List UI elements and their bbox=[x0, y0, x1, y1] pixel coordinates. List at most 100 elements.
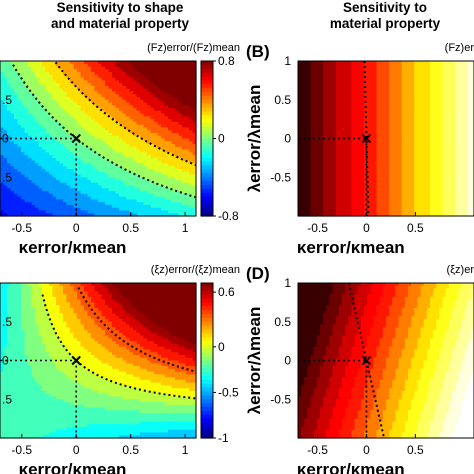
heatmap-cell bbox=[77, 204, 82, 209]
heatmap-cell bbox=[101, 63, 106, 68]
heatmap-cell bbox=[42, 105, 47, 109]
heatmap-cell bbox=[129, 155, 134, 159]
heatmap-cell bbox=[21, 124, 26, 129]
heatmap-cell bbox=[175, 132, 180, 137]
heatmap-cell bbox=[0, 135, 5, 140]
heatmap-cell bbox=[42, 141, 47, 145]
heatmap-cell bbox=[38, 130, 43, 134]
heatmap-cell bbox=[154, 155, 159, 159]
heatmap-cell bbox=[164, 166, 169, 170]
heatmap-cell bbox=[122, 119, 127, 123]
heatmap-cell bbox=[7, 77, 12, 81]
heatmap-cell bbox=[332, 160, 337, 165]
heatmap-cell bbox=[28, 202, 33, 206]
heatmap-cell bbox=[31, 102, 36, 106]
heatmap-cell bbox=[171, 160, 176, 165]
heatmap-cell bbox=[150, 74, 155, 79]
heatmap-cell bbox=[7, 124, 12, 129]
heatmap-cell bbox=[77, 207, 82, 212]
heatmap-cell bbox=[189, 66, 194, 70]
heatmap-cell bbox=[119, 171, 124, 176]
heatmap-cell bbox=[136, 94, 141, 98]
heatmap-cell bbox=[310, 110, 315, 115]
heatmap-cell bbox=[56, 180, 61, 184]
heatmap-cell bbox=[108, 108, 113, 112]
heatmap-cell bbox=[182, 130, 187, 134]
heatmap-cell bbox=[154, 135, 159, 140]
heatmap-cell bbox=[49, 96, 54, 101]
heatmap-cell bbox=[298, 113, 302, 117]
heatmap-cell bbox=[304, 202, 309, 206]
heatmap-cell bbox=[7, 105, 12, 109]
heatmap-cell bbox=[108, 180, 113, 184]
heatmap-cell bbox=[332, 113, 337, 117]
heatmap-cell bbox=[150, 72, 155, 76]
heatmap-cell bbox=[147, 152, 152, 156]
heatmap-cell bbox=[313, 105, 318, 109]
heatmap-cell bbox=[52, 69, 57, 73]
heatmap-cell bbox=[14, 160, 19, 165]
heatmap-cell bbox=[101, 204, 106, 209]
heatmap-cell bbox=[21, 74, 26, 79]
heatmap-cell bbox=[168, 94, 173, 98]
heatmap-cell bbox=[59, 177, 64, 181]
heatmap-cell bbox=[316, 77, 321, 81]
heatmap-cell bbox=[126, 63, 131, 68]
heatmap-cell bbox=[164, 141, 169, 145]
heatmap-cell bbox=[307, 138, 312, 142]
heatmap-cell bbox=[140, 185, 145, 189]
heatmap-cell bbox=[133, 193, 138, 198]
heatmap-cell bbox=[52, 121, 57, 126]
heatmap-cell bbox=[157, 113, 162, 117]
heatmap-cell bbox=[7, 61, 12, 65]
heatmap-cell bbox=[112, 102, 117, 106]
heatmap-cell bbox=[101, 199, 106, 203]
heatmap-cell bbox=[164, 144, 169, 148]
heatmap-cell bbox=[70, 127, 75, 131]
heatmap-cell bbox=[175, 77, 180, 81]
heatmap-cell bbox=[77, 83, 82, 87]
heatmap-cell bbox=[140, 94, 145, 98]
heatmap-cell bbox=[307, 88, 312, 93]
heatmap-cell bbox=[157, 149, 162, 153]
heatmap-cell bbox=[338, 152, 343, 156]
heatmap-cell bbox=[332, 213, 337, 217]
heatmap-cell bbox=[87, 72, 92, 76]
heatmap-cell bbox=[301, 174, 305, 178]
heatmap-cell bbox=[171, 182, 176, 187]
heatmap-cell bbox=[14, 99, 19, 104]
heatmap-cell bbox=[175, 193, 180, 198]
heatmap-cell bbox=[171, 99, 176, 104]
heatmap-cell bbox=[326, 99, 331, 104]
heatmap-cell bbox=[136, 119, 141, 123]
colorbar-cell bbox=[201, 72, 213, 78]
heatmap-cell bbox=[49, 144, 54, 148]
heatmap-cell bbox=[0, 88, 5, 93]
heatmap-cell bbox=[66, 132, 71, 137]
heatmap-cell bbox=[31, 191, 36, 195]
heatmap-cell bbox=[70, 180, 75, 184]
heatmap-cell bbox=[129, 138, 134, 142]
heatmap-cell bbox=[10, 113, 15, 117]
heatmap-cell bbox=[108, 130, 113, 134]
heatmap-cell bbox=[101, 61, 106, 65]
heatmap-cell bbox=[185, 191, 190, 195]
heatmap-cell bbox=[133, 141, 138, 145]
heatmap-cell bbox=[112, 105, 117, 109]
heatmap-cell bbox=[0, 185, 5, 189]
heatmap-cell bbox=[143, 121, 148, 126]
heatmap-cell bbox=[49, 77, 54, 81]
heatmap-cell bbox=[80, 69, 85, 73]
heatmap-cell bbox=[77, 168, 82, 173]
heatmap-cell bbox=[326, 102, 331, 106]
heatmap-cell bbox=[335, 146, 340, 151]
heatmap-cell bbox=[105, 155, 110, 159]
heatmap-cell bbox=[52, 94, 57, 98]
heatmap-cell bbox=[94, 124, 99, 129]
heatmap-cell bbox=[59, 80, 64, 84]
heatmap-cell bbox=[10, 210, 15, 214]
heatmap-cell bbox=[140, 105, 145, 109]
heatmap-cell bbox=[80, 99, 85, 104]
heatmap-cell bbox=[147, 124, 152, 129]
heatmap-cell bbox=[80, 185, 85, 189]
